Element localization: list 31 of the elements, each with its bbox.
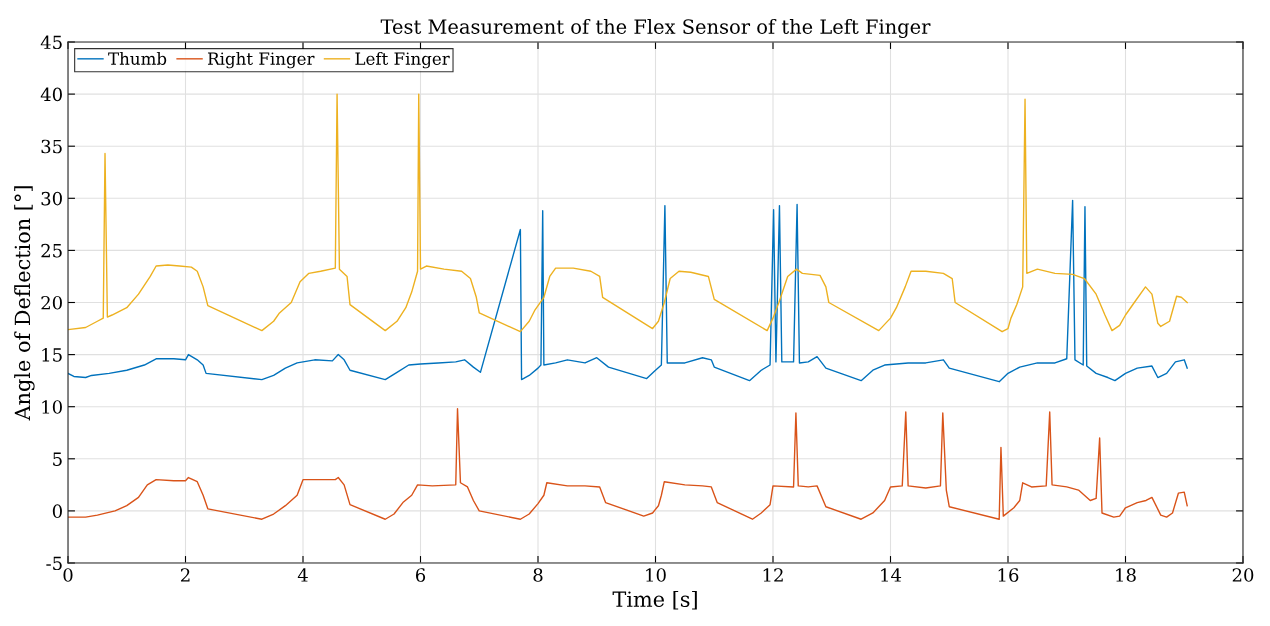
- y-tick-label: 35: [41, 139, 62, 154]
- line-series: [68, 199, 1188, 383]
- y-tick-label: 30: [41, 191, 62, 206]
- legend-label: Right Finger: [207, 52, 315, 69]
- x-tick-label: 18: [1116, 568, 1136, 582]
- y-axis-title: Angle of Deflection [°]: [14, 186, 35, 421]
- y-tick-label: 15: [42, 348, 62, 362]
- x-tick-label: 16: [998, 568, 1019, 582]
- legend-label: Left Finger: [355, 52, 450, 69]
- legend-label: Thumb: [108, 52, 167, 65]
- y-tick-label: 10: [42, 400, 62, 414]
- line-series: [68, 93, 1188, 333]
- x-tick-label: 8: [533, 568, 543, 582]
- x-tick-label: 0: [63, 568, 73, 582]
- y-tick-label: -5: [46, 556, 62, 571]
- x-tick-label: 2: [180, 568, 190, 582]
- y-tick-label: 20: [41, 295, 62, 310]
- y-tick-label: 40: [40, 87, 62, 102]
- x-tick-label: 14: [881, 568, 902, 582]
- x-tick-label: 10: [646, 568, 666, 582]
- y-tick-label: 5: [53, 452, 62, 466]
- x-tick-label: 4: [297, 568, 308, 582]
- y-tick-label: 45: [40, 35, 62, 50]
- y-tick-label: 25: [41, 243, 62, 258]
- x-tick-label: 12: [763, 568, 783, 582]
- chart-title: Test Measurement of the Flex Sensor of the Left Finger: [380, 18, 931, 38]
- line-series: [68, 408, 1188, 520]
- x-axis-title: Time [s]: [612, 590, 697, 610]
- x-tick-label: 20: [1232, 568, 1254, 582]
- x-tick-label: 6: [415, 568, 426, 582]
- y-tick-label: 0: [52, 504, 62, 519]
